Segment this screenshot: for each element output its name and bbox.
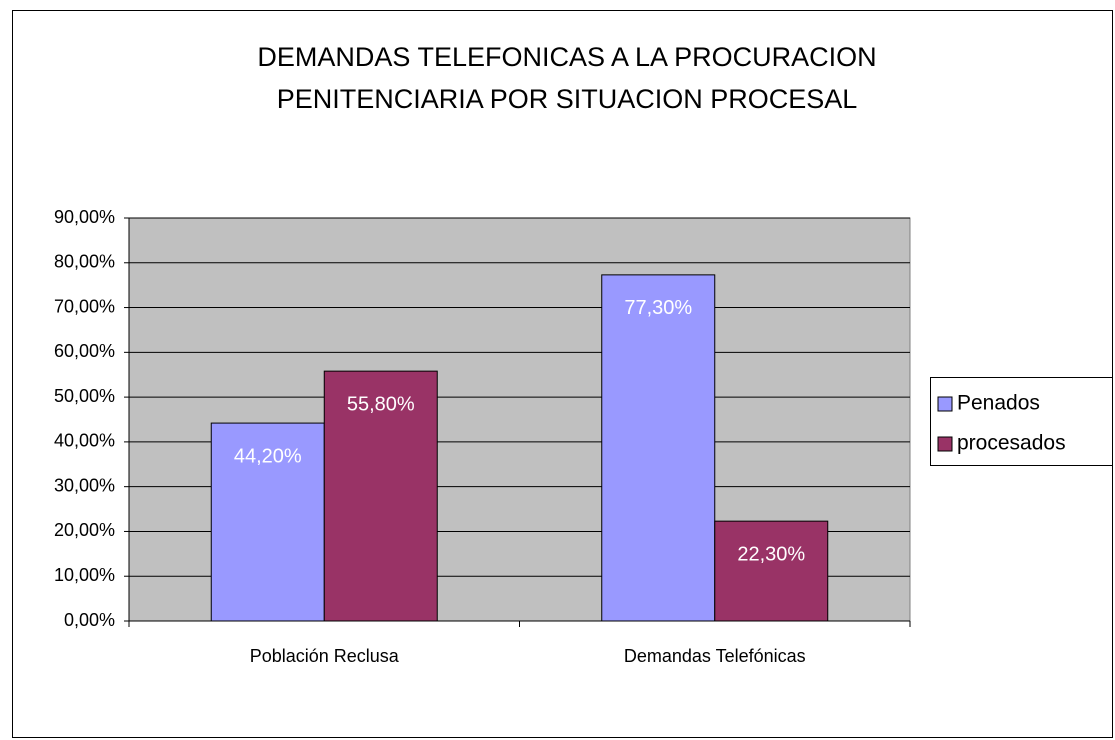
y-tick-label: 30,00% [54,475,115,495]
value-label: 77,30% [624,297,692,319]
bar [323,370,438,622]
x-tick-label: Demandas Telefónicas [624,646,806,666]
y-tick-label: 70,00% [54,296,115,316]
y-tick-label: 80,00% [54,252,115,272]
legend-swatch [937,436,953,452]
y-tick-label: 50,00% [54,386,115,406]
legend-label: procesados [957,432,1066,455]
bar [210,422,325,622]
value-label: 22,30% [737,543,805,565]
value-label: 55,80% [347,393,415,415]
y-tick-label: 40,00% [54,431,115,451]
value-label: 44,20% [234,445,302,467]
y-tick-label: 20,00% [54,520,115,540]
legend [930,377,1113,466]
y-tick-label: 10,00% [54,565,115,585]
y-tick-label: 0,00% [64,610,115,630]
y-tick-label: 90,00% [54,207,115,227]
chart-title: DEMANDAS TELEFONICAS A LA PROCURACION PE… [257,42,877,114]
y-tick-label: 60,00% [54,341,115,361]
bar [714,520,829,622]
bar [601,274,716,622]
legend-label: Penados [957,392,1040,415]
x-tick-label: Población Reclusa [250,646,400,666]
legend-swatch [937,396,953,412]
